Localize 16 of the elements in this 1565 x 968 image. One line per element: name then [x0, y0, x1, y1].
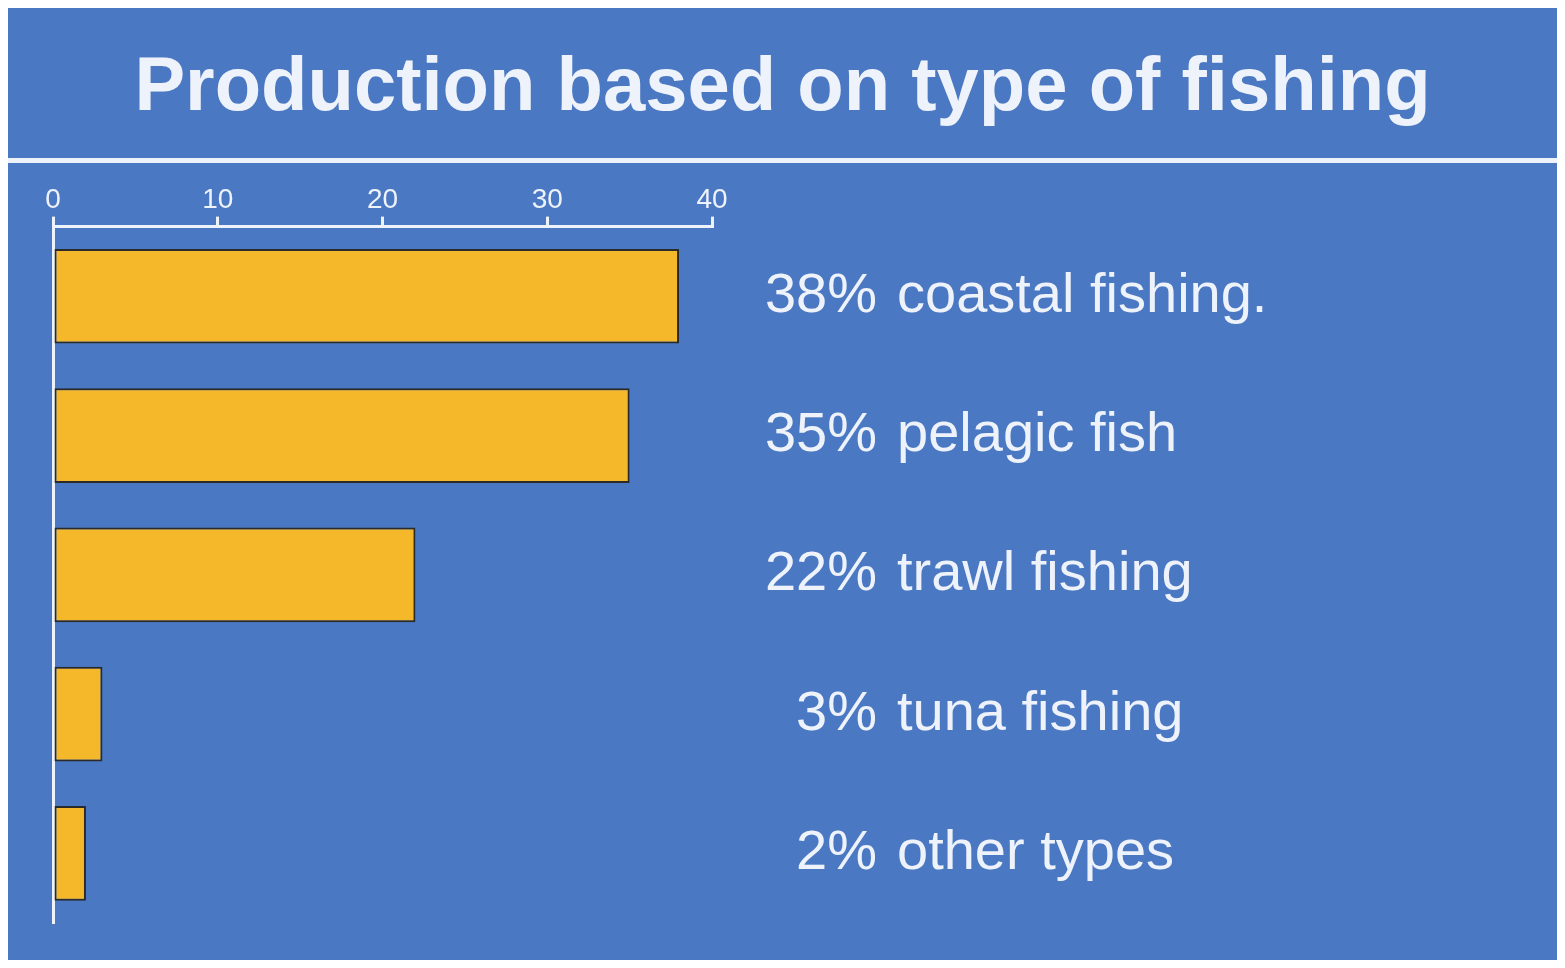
- y-tick-label: tuna fishing: [897, 678, 1184, 742]
- y-tick-label: trawl fishing: [897, 539, 1193, 603]
- y-tick-label: coastal fishing.: [897, 260, 1268, 324]
- data-label: 2%: [796, 817, 877, 881]
- data-label: 38%: [764, 260, 877, 324]
- y-tick-label: pelagic fish: [897, 399, 1178, 463]
- x-tick-label: 0: [45, 182, 61, 214]
- y-tick-label: other types: [897, 817, 1175, 881]
- data-label: 3%: [796, 678, 877, 742]
- x-tick-label: 20: [366, 182, 399, 214]
- chart-title: Production based on type of fishing: [8, 8, 1557, 163]
- data-label: 35%: [764, 399, 877, 463]
- x-tick-label: 10: [202, 182, 234, 214]
- x-tick-label: 40: [696, 182, 728, 214]
- data-label: 22%: [764, 539, 877, 603]
- x-tick-label: 30: [531, 182, 563, 214]
